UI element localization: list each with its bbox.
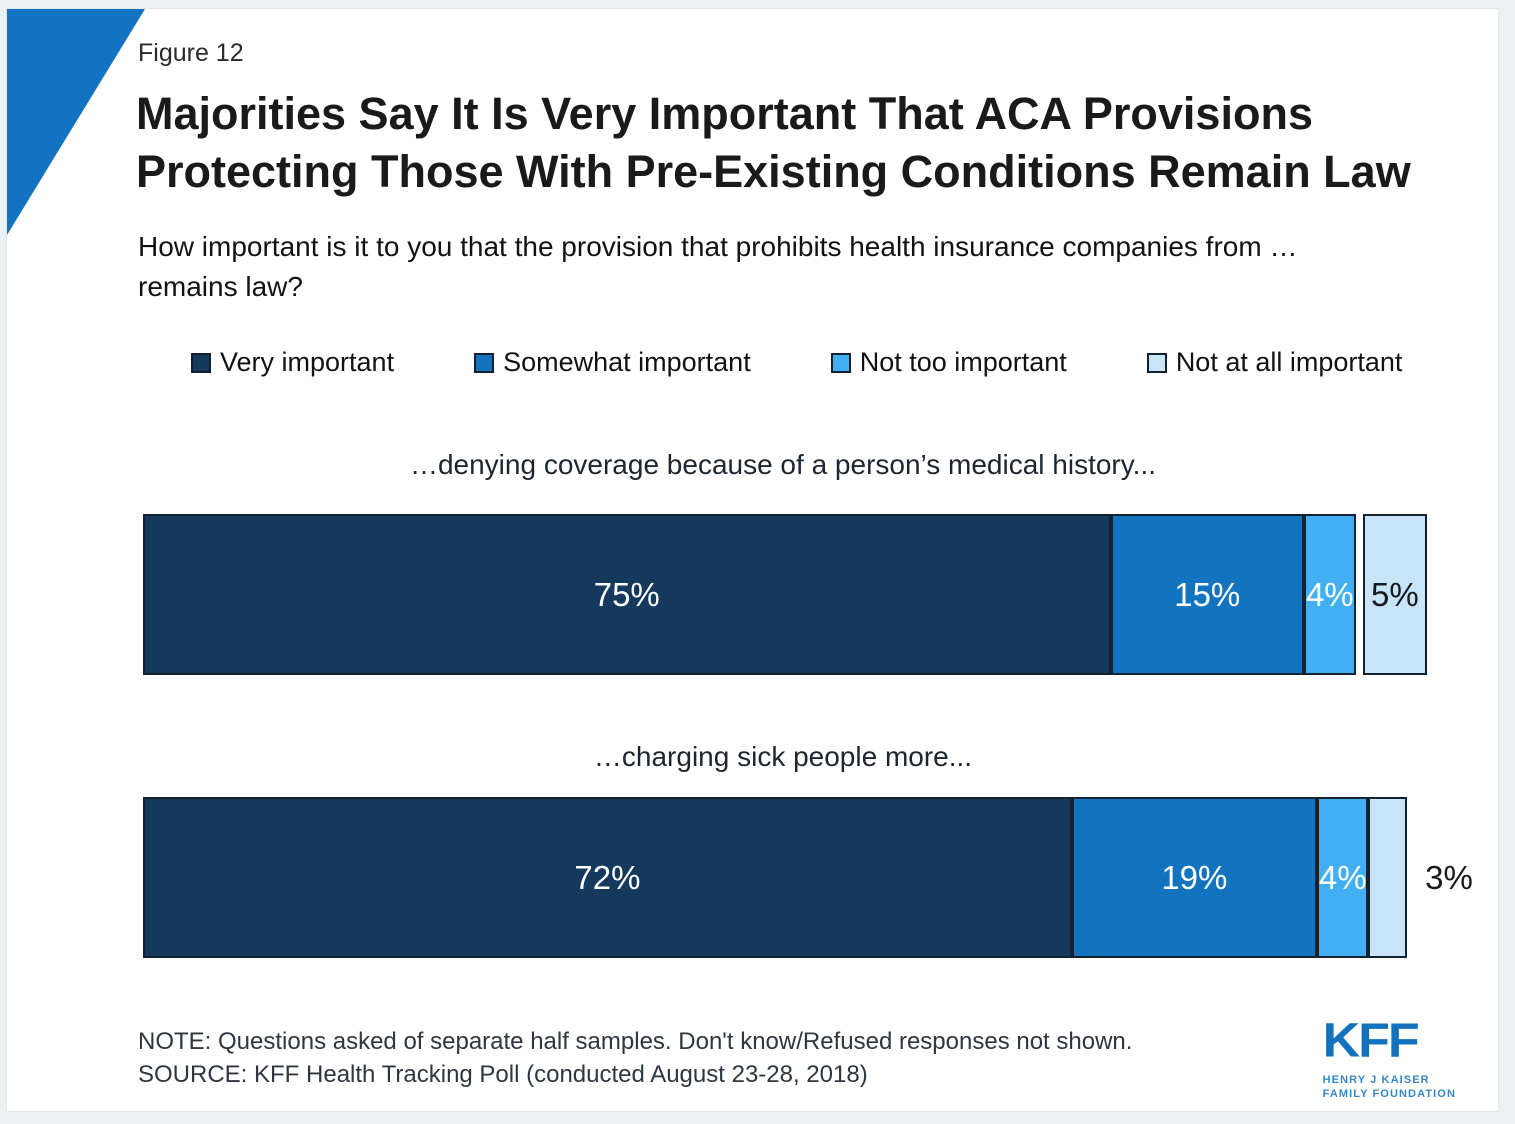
segment-value-label: 72% bbox=[574, 858, 641, 896]
bar1-denying-coverage: 75% 15% 4% 5% bbox=[143, 514, 1435, 675]
legend-label: Very important bbox=[220, 347, 395, 377]
bar1-category-header: …denying coverage because of a person’s … bbox=[409, 449, 1157, 480]
corner-triangle-decoration bbox=[7, 9, 145, 235]
bar-segment-somewhat-important: 19% bbox=[1071, 797, 1317, 958]
source-text: SOURCE: KFF Health Tracking Poll (conduc… bbox=[138, 1061, 868, 1088]
bar-segment-not-at-all-important: 5% bbox=[1362, 514, 1428, 675]
legend-swatch-icon bbox=[191, 352, 211, 373]
bar-segment-very-important: 72% bbox=[143, 797, 1072, 958]
kff-logo-tagline: HENRY J KAISER FAMILY FOUNDATION bbox=[1322, 1074, 1456, 1100]
bar2-charging-more: 72% 19% 4% 3% bbox=[143, 797, 1473, 958]
legend-label: Not at all important bbox=[1175, 347, 1403, 377]
bar-segment-not-too-important: 4% bbox=[1316, 797, 1369, 958]
segment-value-label: 75% bbox=[593, 575, 660, 613]
bar2-category-header: …charging sick people more... bbox=[593, 741, 973, 772]
segment-value-label-outside: 3% bbox=[1425, 858, 1473, 896]
footnotes: NOTE: Questions asked of separate half s… bbox=[138, 1025, 1132, 1091]
bar-segment-somewhat-important: 15% bbox=[1110, 514, 1304, 675]
legend-swatch-icon bbox=[1146, 352, 1167, 373]
bar-segment-not-too-important: 4% bbox=[1304, 514, 1356, 675]
figure-label: Figure 12 bbox=[138, 39, 244, 67]
legend-label: Not too important bbox=[859, 347, 1067, 377]
slide-page: Figure 12 Majorities Say It Is Very Impo… bbox=[6, 8, 1499, 1112]
legend-item-not-too-important: Not too important bbox=[830, 347, 1067, 378]
page-title: Majorities Say It Is Very Important That… bbox=[136, 85, 1411, 201]
legend-swatch-icon bbox=[830, 352, 851, 373]
bar-segment-very-important: 75% bbox=[143, 514, 1111, 675]
legend-item-not-at-all-important: Not at all important bbox=[1146, 347, 1403, 378]
segment-value-label: 4% bbox=[1318, 858, 1367, 896]
legend-item-very-important: Very important bbox=[191, 347, 394, 378]
segment-value-label: 15% bbox=[1174, 575, 1241, 613]
segment-value-label: 19% bbox=[1161, 858, 1228, 896]
kff-logo: KFF HENRY J KAISER FAMILY FOUNDATION bbox=[1323, 1017, 1456, 1101]
segment-value-label: 5% bbox=[1370, 575, 1419, 613]
page-title-line1: Majorities Say It Is Very Important That… bbox=[136, 88, 1313, 139]
bar-segment-not-at-all-important bbox=[1368, 797, 1408, 958]
kff-logo-wordmark: KFF bbox=[1322, 1014, 1420, 1068]
note-text: NOTE: Questions asked of separate half s… bbox=[138, 1028, 1133, 1055]
segment-value-label: 4% bbox=[1305, 575, 1354, 613]
chart-legend: Very important Somewhat important Not too … bbox=[191, 347, 1402, 378]
legend-label: Somewhat important bbox=[503, 347, 751, 377]
page-title-line2: Protecting Those With Pre-Existing Condi… bbox=[136, 146, 1411, 197]
survey-question-subtitle: How important is it to you that the prov… bbox=[138, 231, 1298, 302]
legend-item-somewhat-important: Somewhat important bbox=[474, 347, 751, 378]
legend-swatch-icon bbox=[474, 352, 495, 373]
